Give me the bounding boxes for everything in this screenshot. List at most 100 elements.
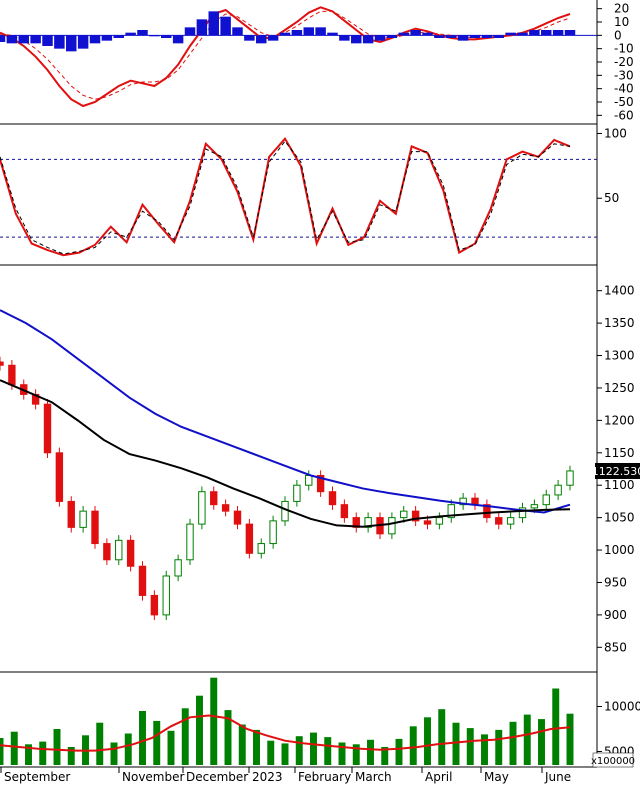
macd-histogram-bar — [267, 35, 279, 41]
price-candle-body — [55, 452, 64, 502]
month-label-7: May — [484, 770, 509, 784]
price-candle-body — [293, 484, 301, 502]
macd-histogram-bar — [125, 32, 136, 36]
macd-histogram-bar — [196, 19, 208, 36]
macd-histogram-bar — [446, 35, 457, 38]
macd-histogram-bar — [149, 35, 160, 37]
volume-ma-line — [0, 714, 571, 752]
volume-bar — [224, 710, 232, 765]
volume-bar — [338, 742, 346, 765]
stoch-tick-label-1: 50 — [604, 191, 619, 205]
macd-histogram-bar — [351, 35, 362, 44]
volume-bar — [452, 722, 460, 765]
macd-histogram-bar — [552, 30, 564, 36]
macd-histogram-bar — [54, 35, 65, 49]
price-candle-body — [198, 491, 206, 525]
price-candle-body — [459, 497, 467, 506]
macd-histogram-bar — [564, 30, 576, 36]
volume-unit-box — [592, 752, 634, 768]
volume-bar — [167, 730, 175, 765]
month-label-3: 2023 — [252, 770, 283, 784]
macd-histogram-bar — [410, 30, 421, 36]
macd-histogram-bar — [291, 30, 303, 36]
price-ma-long-line — [0, 309, 571, 514]
price-tick-label-11: 850 — [604, 640, 627, 654]
macd-tick-label-7: -50 — [614, 95, 634, 109]
volume-bar — [523, 714, 531, 765]
macd-tick-label-2: 0 — [614, 28, 622, 42]
price-candle-body — [281, 500, 289, 522]
price-candle-body — [233, 510, 242, 525]
price-candle-body — [257, 543, 265, 554]
price-candle-body — [43, 403, 52, 454]
stoch-series-line-0 — [0, 136, 571, 257]
macd-histogram-bar — [172, 35, 184, 44]
price-candle-body — [210, 491, 218, 506]
price-tick-label-5: 1150 — [604, 446, 635, 460]
volume-bar — [495, 729, 503, 765]
macd-histogram-bar — [244, 35, 255, 41]
price-candle-body — [566, 470, 574, 486]
price-tick-label-6: 1100 — [604, 478, 635, 492]
stochastic-panel — [0, 136, 597, 257]
volume-bar — [324, 737, 332, 765]
macd-histogram-bar — [434, 35, 445, 38]
last-price-label: 1122.530 — [592, 465, 640, 478]
stoch-series-line-1 — [0, 140, 571, 255]
price-tick-label-8: 1000 — [604, 543, 635, 557]
price-candle-body — [67, 500, 75, 528]
macd-histogram-bar — [101, 35, 113, 41]
volume-bar — [110, 742, 118, 765]
volume-bar — [210, 677, 218, 765]
price-candle-body — [483, 504, 491, 519]
volume-bar — [53, 729, 61, 765]
price-candle-body — [221, 504, 230, 512]
macd-histogram-bar — [529, 30, 540, 36]
price-tick-label-1: 1350 — [604, 316, 635, 330]
macd-histogram-bar — [493, 35, 504, 38]
price-candle-body — [435, 517, 444, 525]
price-candle-body — [103, 543, 111, 561]
volume-panel — [0, 677, 574, 765]
volume-bar — [395, 738, 403, 765]
price-candle-body — [423, 520, 432, 525]
macd-histogram-bar — [113, 35, 124, 38]
price-tick-label-9: 950 — [604, 575, 627, 589]
price-tick-label-7: 1050 — [604, 511, 635, 525]
price-candle-body — [518, 507, 527, 519]
macd-histogram-bar — [89, 35, 101, 44]
macd-histogram-bar — [362, 35, 374, 44]
macd-histogram-bar — [279, 32, 291, 36]
stoch-tick-label-0: 100 — [604, 126, 627, 140]
month-label-0: September — [4, 770, 70, 784]
macd-series-line-0 — [0, 6, 571, 108]
volume-bar — [438, 709, 446, 765]
volume-bar — [509, 721, 517, 765]
price-candle-body — [150, 594, 159, 616]
macd-histogram-bar — [398, 32, 409, 36]
macd-tick-label-8: -60 — [614, 108, 634, 122]
macd-histogram-bar — [327, 32, 338, 36]
macd-tick-label-4: -20 — [614, 55, 634, 69]
macd-histogram-bar — [42, 35, 53, 46]
month-label-8: June — [544, 770, 571, 784]
price-candle-body — [542, 494, 550, 506]
volume-bar — [153, 720, 161, 765]
volume-bar — [267, 740, 275, 765]
macd-tick-label-1: 10 — [614, 15, 629, 29]
price-tick-label-4: 1200 — [604, 413, 635, 427]
volume-bar — [281, 743, 289, 765]
volume-bar — [466, 728, 474, 765]
volume-bar — [310, 732, 317, 765]
macd-histogram-bar — [18, 35, 29, 44]
macd-panel — [0, 6, 597, 108]
price-candle-body — [495, 517, 503, 525]
volume-bar — [424, 717, 431, 765]
month-label-6: April — [425, 770, 452, 784]
price-candle-body — [186, 523, 194, 561]
price-candle-body — [400, 510, 408, 519]
macd-histogram-bar — [66, 35, 77, 52]
price-ma-short-line — [0, 379, 571, 528]
month-label-4: February — [298, 770, 351, 784]
price-candle-body — [364, 517, 372, 528]
